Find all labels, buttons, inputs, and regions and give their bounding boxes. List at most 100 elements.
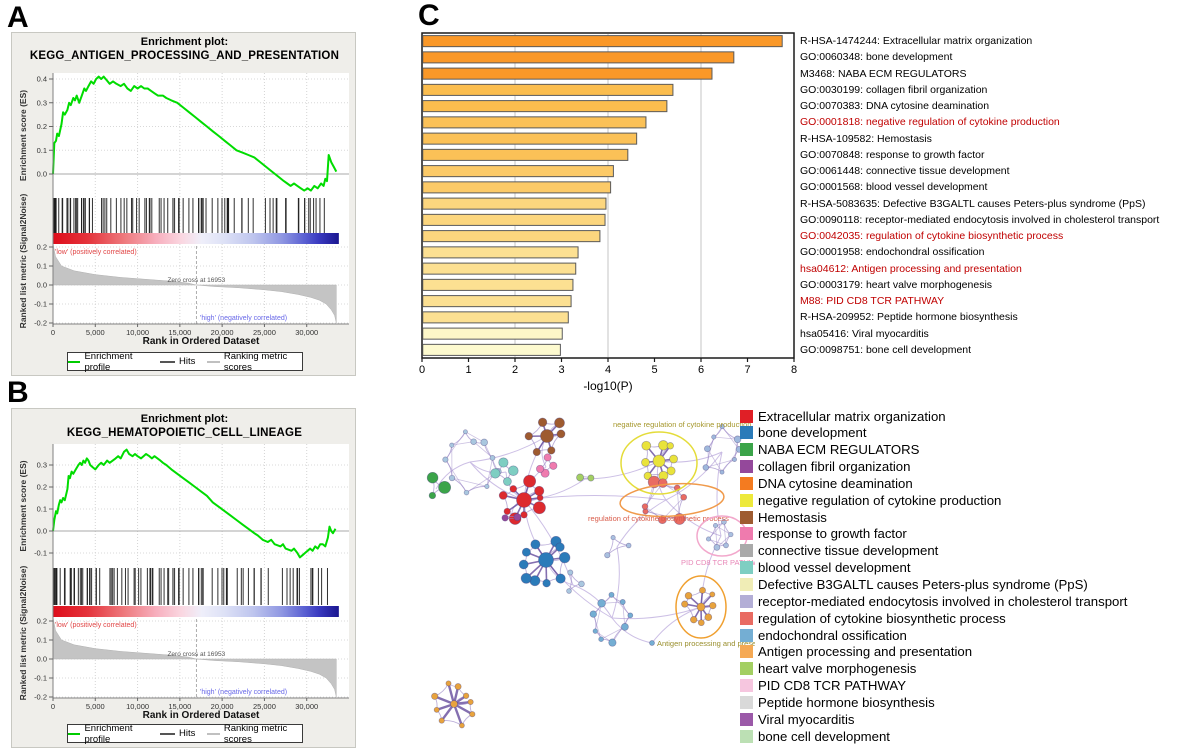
metric-tick-label: -0.2 xyxy=(34,319,47,328)
network-node xyxy=(459,722,465,729)
network-node xyxy=(589,610,597,618)
cluster-annotation-ellipse xyxy=(619,482,725,518)
x-tick-label: 0 xyxy=(51,328,55,337)
legend-label: PID CD8 TCR PATHWAY xyxy=(758,678,907,694)
green-line-icon xyxy=(68,360,81,363)
x-tick-label: 15,000 xyxy=(168,328,191,337)
bar xyxy=(422,246,579,259)
bar-category-label: GO:0098751: bone cell development xyxy=(800,343,972,356)
network-edge xyxy=(486,457,493,487)
gsea-b-title: Enrichment plot: xyxy=(140,413,229,425)
legend-label: Antigen processing and presentation xyxy=(758,644,973,660)
network-node xyxy=(597,599,606,608)
zero-cross-label: Zero cross at 16953 xyxy=(167,651,225,658)
legend-color-swatch xyxy=(740,561,753,575)
network-edge xyxy=(708,521,725,540)
network-node xyxy=(518,559,529,570)
x-tick-label: 2 xyxy=(512,364,518,376)
panel-c-letter: C xyxy=(418,0,440,32)
legend-color-swatch xyxy=(740,510,753,524)
legend-color-swatch xyxy=(740,443,753,457)
bar xyxy=(422,230,601,243)
legend-label: connective tissue development xyxy=(758,543,939,559)
network-node xyxy=(433,706,440,713)
legend-label: endochondral ossification xyxy=(758,627,907,643)
legend-label: bone development xyxy=(758,425,867,441)
network-legend-item: bone development xyxy=(740,424,867,441)
enrichment-bar-chart-svg: 0 1 2 3 4 5 6 7 8 -log10(P) xyxy=(419,32,797,393)
network-edge xyxy=(435,461,471,490)
dark-line-icon xyxy=(160,360,176,363)
legend-label: NABA ECM REGULATORS xyxy=(758,442,920,458)
legend-color-swatch xyxy=(740,578,753,591)
network-node xyxy=(540,468,550,478)
gsea-panel-b: Enrichment plot: KEGG_HEMATOPOIETIC_CELL… xyxy=(11,408,356,748)
bar xyxy=(422,262,577,275)
network-edge xyxy=(469,461,507,474)
es-tick-label: 0.1 xyxy=(37,146,47,155)
es-axis-title: Enrichment score (ES) xyxy=(18,460,28,551)
x-tick-label: 30,000 xyxy=(295,328,318,337)
network-edge xyxy=(466,485,487,493)
x-tick-label: 0 xyxy=(51,702,55,711)
bar-category-label: GO:0090118: receptor-mediated endocytosi… xyxy=(800,213,1160,226)
bar-category-label: GO:0030199: collagen fibril organization xyxy=(800,83,988,96)
cluster-annotation-label: Antigen processing and presentation xyxy=(657,639,755,648)
network-node xyxy=(567,569,574,576)
x-tick-label: 30,000 xyxy=(295,702,318,711)
network-node xyxy=(657,515,667,525)
bar-category-label: GO:0001568: blood vessel development xyxy=(800,181,988,194)
network-node xyxy=(462,429,468,435)
legend-color-swatch xyxy=(740,729,753,743)
x-tick-label: 10,000 xyxy=(126,702,149,711)
network-edge xyxy=(616,499,667,548)
network-node xyxy=(696,602,706,612)
network-node xyxy=(649,640,655,646)
network-node xyxy=(503,477,512,486)
legend-label: Extracellular matrix organization xyxy=(758,408,946,424)
network-edge xyxy=(545,559,613,619)
network-node xyxy=(540,429,554,443)
legend-label: response to growth factor xyxy=(758,526,907,542)
bar xyxy=(422,295,572,308)
es-tick-label: 0.2 xyxy=(37,122,47,131)
bar xyxy=(422,327,563,340)
cluster-annotation-ellipse xyxy=(620,431,698,495)
bar xyxy=(422,181,612,194)
network-node xyxy=(608,638,617,647)
metric-tick-label: 0.2 xyxy=(37,617,47,626)
network-node xyxy=(463,489,470,496)
es-axis-title: Enrichment score (ES) xyxy=(18,90,28,181)
legend-hits: Hits xyxy=(160,356,195,367)
network-node xyxy=(470,438,477,445)
network-legend-item: Defective B3GALTL causes Peters-plus syn… xyxy=(740,576,1088,593)
network-node xyxy=(704,613,713,622)
x-tick-label: 1 xyxy=(465,364,471,376)
bar xyxy=(422,148,629,161)
legend-color-swatch xyxy=(740,712,753,726)
network-node xyxy=(467,698,474,706)
metric-tick-label: 0.0 xyxy=(37,655,47,664)
es-tick-label: 0.1 xyxy=(37,505,47,514)
network-node xyxy=(621,623,629,631)
network-node xyxy=(625,542,632,549)
legend-label: negative regulation of cytokine producti… xyxy=(758,492,1002,508)
legend-label: Defective B3GALTL causes Peters-plus syn… xyxy=(758,577,1088,592)
metric-tick-label: -0.2 xyxy=(34,693,47,702)
legend-label: collagen fibril organization xyxy=(758,459,911,475)
network-node xyxy=(608,591,615,598)
bar-category-label: GO:0061448: connective tissue developmen… xyxy=(800,165,1010,178)
x-tick-label: 3 xyxy=(558,364,564,376)
network-node xyxy=(489,455,496,461)
network-edge xyxy=(716,534,732,548)
network-node xyxy=(521,547,531,557)
bar xyxy=(422,197,607,210)
network-edge xyxy=(611,617,653,644)
bar-category-label: hsa05416: Viral myocarditis xyxy=(800,327,929,340)
legend-enrichment-profile: Enrichment profile xyxy=(68,351,148,373)
network-node xyxy=(516,492,532,508)
legend-label: heart valve morphogenesis xyxy=(758,661,917,677)
bar-category-label: GO:0042035: regulation of cytokine biosy… xyxy=(800,230,1064,243)
network-node xyxy=(428,491,437,500)
es-tick-label: 0.4 xyxy=(37,75,47,84)
